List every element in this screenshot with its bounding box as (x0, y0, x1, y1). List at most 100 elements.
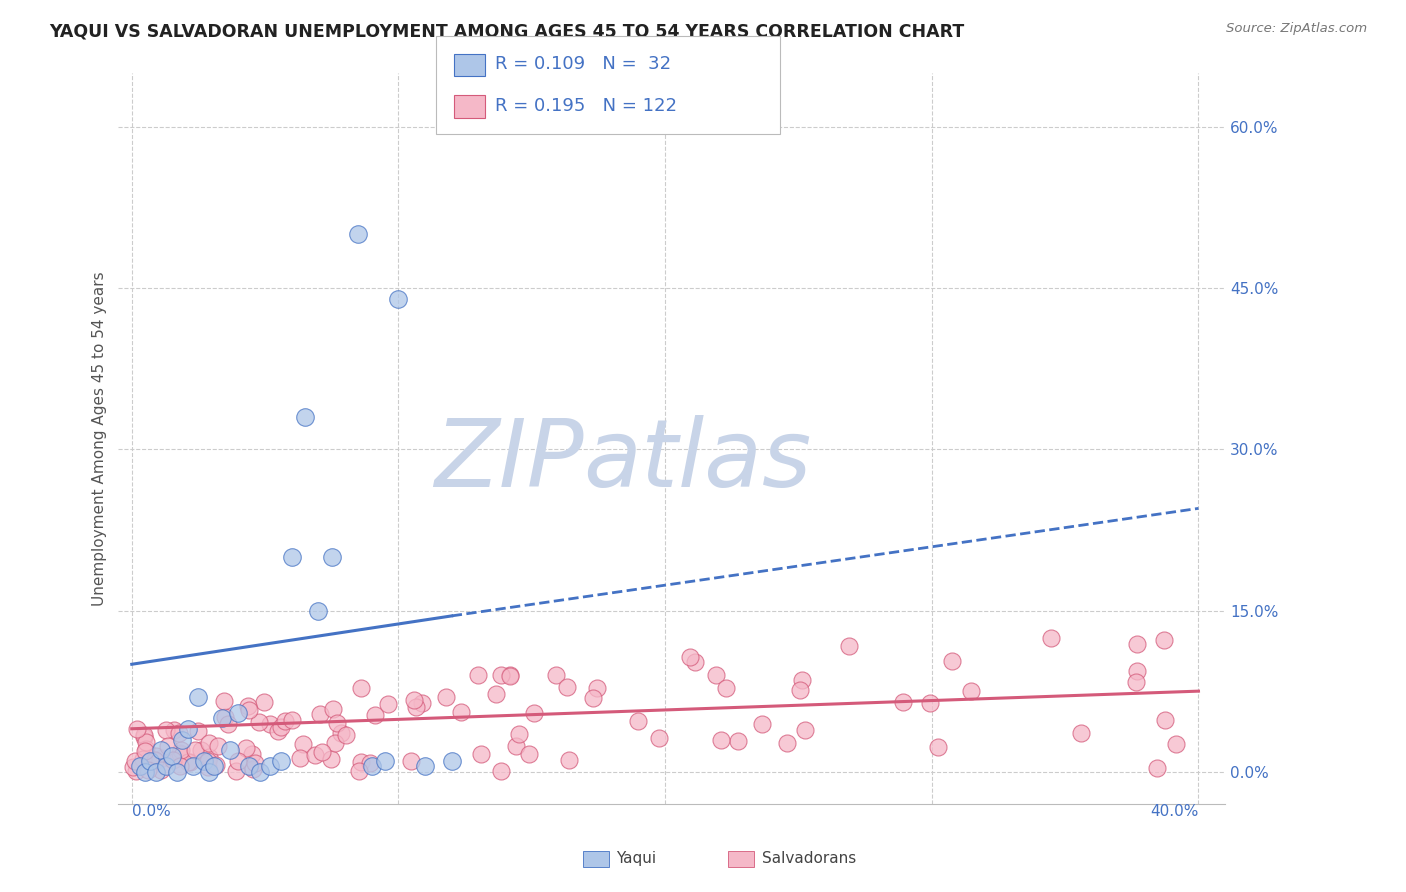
Point (794, 723, 817, 737)
Point (155, 759, 177, 773)
Point (489, 764, 512, 779)
Point (927, 739, 949, 754)
Point (238, 759, 260, 773)
Point (193, 754, 215, 768)
Text: Salvadorans: Salvadorans (762, 851, 856, 865)
Point (169, 758, 191, 772)
Point (1040, 632, 1063, 646)
Text: atlas: atlas (583, 415, 811, 506)
Point (167, 725, 190, 739)
Point (138, 751, 160, 765)
Point (169, 747, 191, 761)
Point (330, 726, 353, 740)
Point (273, 714, 295, 728)
Text: Yaqui: Yaqui (616, 851, 657, 865)
Point (236, 698, 259, 713)
Point (557, 753, 579, 767)
Point (249, 764, 271, 779)
Point (128, 759, 150, 773)
Point (134, 764, 156, 779)
Point (225, 764, 247, 778)
Point (413, 759, 436, 773)
Point (523, 706, 546, 720)
Point (197, 755, 219, 769)
Text: 0.0%: 0.0% (132, 804, 170, 819)
Point (226, 755, 249, 769)
Point (136, 763, 159, 777)
Point (582, 691, 605, 706)
Point (294, 409, 316, 424)
Point (920, 696, 942, 710)
Point (776, 736, 799, 750)
Point (150, 743, 173, 757)
Point (838, 639, 860, 653)
Point (434, 690, 457, 705)
Text: Source: ZipAtlas.com: Source: ZipAtlas.com (1226, 22, 1367, 36)
Point (177, 722, 200, 736)
Point (467, 668, 489, 682)
Point (555, 680, 578, 694)
Point (508, 727, 530, 741)
Point (404, 693, 426, 707)
Point (364, 707, 387, 722)
Point (177, 756, 200, 770)
Point (470, 747, 492, 762)
Point (517, 747, 540, 762)
Point (377, 697, 399, 711)
Y-axis label: Unemployment Among Ages 45 to 54 years: Unemployment Among Ages 45 to 54 years (93, 271, 107, 606)
Point (242, 762, 264, 776)
Point (150, 751, 173, 765)
Point (134, 730, 156, 744)
Point (727, 734, 749, 748)
Point (134, 728, 156, 742)
Point (247, 715, 270, 730)
Point (335, 728, 357, 742)
Point (304, 747, 326, 762)
Point (270, 754, 292, 768)
Point (150, 763, 173, 777)
Point (205, 758, 228, 772)
Point (204, 759, 226, 773)
Point (198, 764, 221, 779)
Point (401, 754, 423, 768)
Point (440, 754, 463, 768)
Point (166, 764, 188, 779)
Point (172, 732, 194, 747)
Point (190, 743, 212, 757)
Point (187, 690, 209, 704)
Point (311, 745, 333, 759)
Point (135, 742, 157, 756)
Point (160, 748, 183, 763)
Point (706, 668, 728, 682)
Point (323, 736, 346, 750)
Point (183, 743, 205, 757)
Point (679, 649, 702, 664)
Point (347, 227, 370, 242)
Point (1164, 738, 1187, 752)
Point (751, 717, 773, 731)
Point (155, 723, 177, 738)
Point (1125, 674, 1147, 689)
Point (714, 681, 737, 695)
Point (1126, 637, 1149, 651)
Text: YAQUI VS SALVADORAN UNEMPLOYMENT AMONG AGES 45 TO 54 YEARS CORRELATION CHART: YAQUI VS SALVADORAN UNEMPLOYMENT AMONG A… (49, 22, 965, 40)
Point (322, 702, 344, 716)
Point (187, 724, 209, 739)
Point (685, 655, 707, 669)
Point (627, 714, 650, 728)
Point (238, 703, 260, 717)
Point (157, 739, 180, 753)
Text: ZIP: ZIP (433, 415, 583, 506)
Point (145, 749, 167, 764)
Point (498, 669, 520, 683)
Point (197, 760, 219, 774)
Point (350, 755, 373, 769)
Point (585, 681, 607, 695)
Text: 40.0%: 40.0% (1150, 804, 1198, 819)
Point (450, 705, 472, 719)
Point (326, 716, 349, 731)
Point (252, 695, 274, 709)
Point (319, 752, 342, 766)
Point (198, 736, 221, 750)
Point (359, 756, 381, 770)
